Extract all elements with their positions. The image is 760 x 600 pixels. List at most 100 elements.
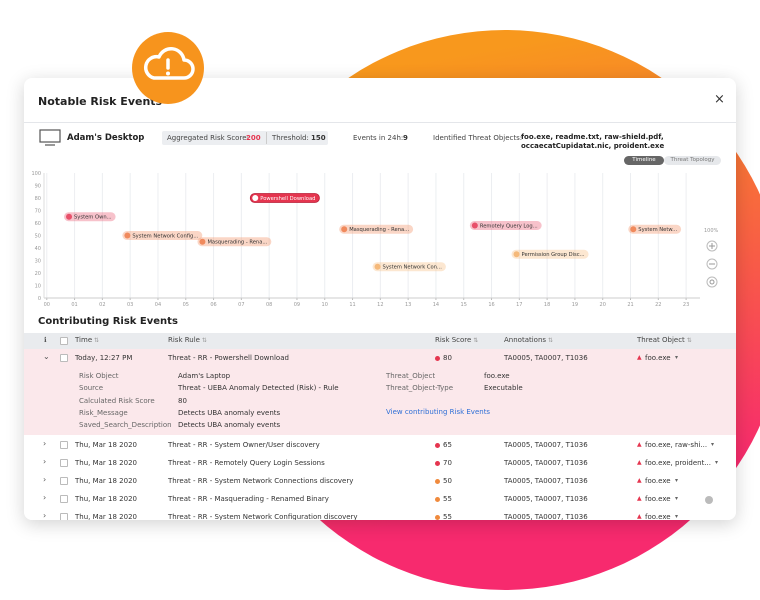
zoom-controls	[706, 240, 718, 288]
detail-value: Executable	[484, 384, 523, 393]
dropdown-caret[interactable]: ▾	[711, 441, 715, 448]
score-dot	[435, 496, 440, 502]
checkbox[interactable]	[60, 477, 68, 485]
event-pill: System Own...	[64, 212, 116, 222]
cloud-badge	[132, 32, 204, 104]
event-dot	[513, 251, 520, 258]
host-name: Adam's Desktop	[67, 133, 145, 143]
column-header[interactable]: Annotations	[504, 336, 553, 344]
dropdown-caret[interactable]: ▾	[675, 513, 679, 520]
y-tick-label: 40	[35, 246, 41, 252]
event-pill: Remotely Query Log...	[469, 221, 542, 230]
dropdown-caret[interactable]: ▾	[715, 459, 719, 466]
x-tick-label: 15	[461, 302, 467, 308]
detail-label: Calculated Risk Score	[79, 396, 155, 405]
score-dot	[435, 442, 440, 448]
threat-icon: ▲	[637, 354, 642, 361]
dropdown-caret[interactable]: ▾	[675, 354, 679, 361]
y-tick-label: 70	[35, 208, 41, 214]
x-tick-label: 16	[488, 302, 494, 308]
expand-toggle[interactable]: ›	[43, 457, 47, 466]
x-tick-label: 06	[210, 302, 216, 308]
stat-value: 9	[403, 134, 408, 142]
tab-active[interactable]: Timeline	[624, 156, 664, 165]
cell-threat[interactable]: foo.exe, raw-shi...	[645, 441, 708, 449]
x-tick-label: 23	[683, 302, 689, 308]
y-tick-label: 10	[35, 283, 41, 289]
x-tick-label: 00	[44, 302, 50, 308]
y-tick-label: 20	[35, 271, 41, 277]
column-header[interactable]: Risk Rule	[168, 336, 207, 344]
link[interactable]: View contributing Risk Events	[386, 408, 491, 416]
cell-threat[interactable]: foo.exe	[645, 513, 671, 520]
timeline-chart: 0 10 20 30 40 50 60 70 80 90 100 00 01 02 03 04 05 06 07 08…	[31, 171, 700, 308]
expand-toggle[interactable]: ›	[43, 511, 47, 520]
table-header	[24, 333, 736, 349]
y-tick-label: 0	[38, 296, 41, 302]
y-tick-label: 30	[35, 258, 41, 264]
checkbox[interactable]	[60, 354, 68, 362]
threat-icon: ▲	[637, 441, 642, 448]
cell-threat[interactable]: foo.exe	[645, 495, 671, 503]
x-tick-label: 22	[655, 302, 661, 308]
x-tick-label: 19	[572, 302, 578, 308]
pill-bg	[511, 249, 589, 259]
expand-toggle[interactable]: ›	[43, 439, 47, 448]
event-pill: System Network Config...	[122, 231, 203, 240]
cell-score: 55	[443, 495, 452, 503]
detail-value: Detects UBA anomaly events	[178, 421, 281, 430]
dropdown-caret[interactable]: ▾	[675, 495, 679, 502]
column-header[interactable]: Risk Score	[435, 336, 478, 344]
dropdown-caret[interactable]: ▾	[675, 477, 679, 484]
cell-threat[interactable]: foo.exe	[645, 477, 671, 485]
pill-bg	[372, 262, 446, 272]
column-header[interactable]: Threat Object	[637, 336, 692, 344]
x-tick-label: 18	[544, 302, 550, 308]
cloud-icon	[144, 47, 195, 80]
cell-rule: Threat - RR - Masquerading - Renamed Bin…	[168, 495, 329, 503]
checkbox[interactable]	[60, 459, 68, 467]
threat-icon: ▲	[637, 477, 642, 484]
cell-threat[interactable]: foo.exe, proident...	[645, 459, 712, 467]
x-tick-label: 20	[600, 302, 606, 308]
score-dot	[435, 478, 440, 484]
x-tick-label: 10	[322, 302, 328, 308]
tab[interactable]: Threat Topology	[664, 156, 721, 165]
modal: Notable Risk Events × Adam's Desktop Agg…	[24, 78, 736, 520]
pill-bg	[122, 231, 203, 240]
detail-label: Risk Object	[79, 372, 119, 380]
pill-bg	[64, 212, 116, 222]
score-dot	[435, 514, 440, 520]
event-dot	[124, 232, 131, 239]
x-tick-label: 14	[433, 302, 439, 308]
column-header[interactable]: Time	[75, 336, 99, 344]
modal-title: Notable Risk Events	[38, 95, 163, 108]
checkbox[interactable]	[60, 513, 68, 520]
cell-rule: Threat - RR - System Network Connections…	[168, 477, 354, 485]
threat-icon: ▲	[637, 495, 642, 502]
cell-score: 65	[443, 441, 452, 449]
x-tick-label: 04	[155, 302, 161, 308]
event-label: Masquerading - Rena...	[207, 240, 267, 246]
table-row[interactable]	[24, 507, 736, 520]
cell-threat[interactable]: foo.exe	[645, 354, 671, 362]
checkbox[interactable]	[60, 441, 68, 449]
expand-toggle[interactable]: ›	[43, 475, 47, 484]
checkbox[interactable]	[60, 495, 68, 503]
expand-toggle[interactable]: ›	[43, 493, 47, 502]
event-label: System Netw...	[638, 227, 677, 233]
section-title: Contributing Risk Events	[38, 316, 178, 327]
table-row[interactable]	[24, 349, 736, 436]
event-pill: System Network Con...	[372, 262, 446, 272]
cell-score: 50	[443, 477, 452, 485]
event-label: System Network Config...	[132, 233, 198, 239]
y-tick-label: 60	[35, 221, 41, 227]
expand-toggle[interactable]: ⌄	[43, 352, 50, 361]
cell-annotations: TA0005, TA0007, T1036	[504, 477, 588, 485]
detail-value: foo.exe	[484, 372, 510, 380]
event-dot	[341, 226, 348, 233]
x-tick-label: 12	[377, 302, 383, 308]
cell-annotations: TA0005, TA0007, T1036	[504, 513, 588, 520]
close-button[interactable]: ×	[714, 92, 725, 107]
